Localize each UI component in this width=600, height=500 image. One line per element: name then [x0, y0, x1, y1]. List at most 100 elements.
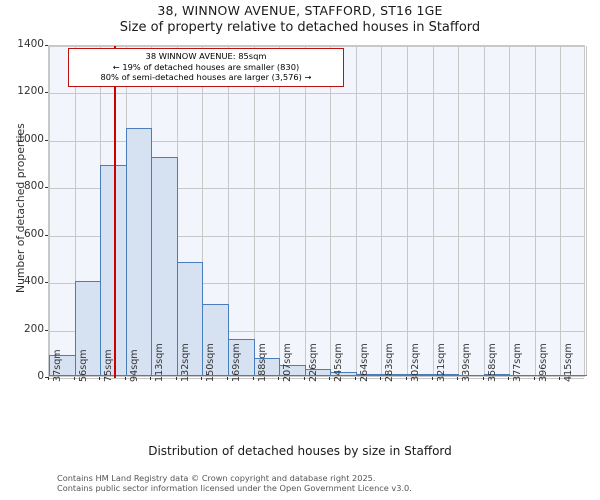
page-title: 38, WINNOW AVENUE, STAFFORD, ST16 1GE — [157, 3, 443, 18]
bar-113sqm — [151, 156, 178, 376]
y-tick-200: 200 — [23, 322, 44, 335]
gridline-v-18 — [509, 46, 510, 376]
gridline-v-17 — [484, 46, 485, 376]
x-tickmark-207sqm — [278, 377, 280, 380]
x-tick-245sqm: 245sqm — [333, 343, 345, 382]
gridline-v-0 — [49, 46, 50, 376]
gridline-v-6 — [202, 46, 203, 376]
x-tick-94sqm: 94sqm — [128, 349, 140, 382]
gridline-v-9 — [279, 46, 280, 376]
gridline-v-1 — [75, 46, 76, 376]
x-tickmark-396sqm — [533, 377, 535, 380]
gridline-h-600 — [49, 235, 584, 237]
footer-line-1: Contains HM Land Registry data © Crown c… — [57, 473, 376, 483]
y-tickmark-200 — [45, 329, 48, 331]
bar-415sqm — [560, 375, 587, 376]
gridline-v-16 — [458, 46, 459, 376]
bar-94sqm — [126, 128, 152, 376]
gridline-v-13 — [381, 46, 382, 376]
x-tick-207sqm: 207sqm — [282, 343, 294, 382]
gridline-v-7 — [228, 46, 229, 376]
x-tickmark-132sqm — [175, 377, 177, 380]
x-tick-377sqm: 377sqm — [512, 343, 524, 382]
x-tickmark-75sqm — [99, 377, 101, 380]
gridline-v-8 — [254, 46, 255, 376]
x-tickmark-150sqm — [201, 377, 203, 380]
gridline-h-1400 — [49, 46, 584, 47]
gridline-v-14 — [407, 46, 408, 376]
y-tick-800: 800 — [23, 180, 44, 193]
x-tickmark-302sqm — [406, 377, 407, 380]
bar-377sqm — [509, 375, 536, 376]
y-tickmark-1000 — [45, 139, 48, 141]
annotation-line-2: ← 19% of detached houses are smaller (83… — [112, 61, 300, 72]
x-tick-396sqm: 396sqm — [537, 343, 549, 382]
annotation-box: 38 WINNOW AVENUE: 85sqm ← 19% of detache… — [68, 48, 344, 87]
y-tick-1000: 1000 — [17, 132, 44, 145]
y-tickmark-1200 — [45, 92, 48, 94]
plot-area — [48, 45, 587, 379]
bar-150sqm — [202, 303, 229, 376]
gridline-h-0 — [49, 378, 584, 379]
bar-169sqm — [228, 338, 255, 376]
gridline-h-400 — [49, 283, 584, 285]
gridline-h-1000 — [49, 140, 584, 142]
x-tick-321sqm: 321sqm — [435, 343, 447, 382]
gridline-v-20 — [560, 46, 561, 376]
x-tickmark-188sqm — [252, 377, 254, 380]
histogram-bars — [49, 46, 587, 376]
x-tick-415sqm: 415sqm — [563, 343, 575, 382]
x-tick-113sqm: 113sqm — [154, 343, 166, 382]
y-tickmark-1400 — [45, 45, 48, 46]
x-tick-75sqm: 75sqm — [103, 349, 115, 382]
x-tickmark-56sqm — [73, 377, 75, 380]
property-marker-line — [113, 46, 116, 378]
y-tick-0: 0 — [37, 370, 44, 382]
gridline-h-800 — [49, 188, 584, 190]
y-tickmark-600 — [45, 234, 48, 236]
y-tick-400: 400 — [23, 275, 44, 288]
x-tick-169sqm: 169sqm — [231, 343, 242, 382]
x-tick-37sqm: 37sqm — [52, 349, 63, 382]
x-tick-132sqm: 132sqm — [179, 343, 191, 382]
y-tickmark-0 — [45, 377, 48, 378]
x-tickmark-358sqm — [482, 377, 484, 380]
x-tick-150sqm: 150sqm — [205, 343, 217, 382]
bar-245sqm — [330, 371, 357, 376]
gridline-v-11 — [330, 46, 331, 376]
y-axis-title: Number of detached properties — [14, 123, 27, 293]
x-tickmark-283sqm — [380, 377, 382, 380]
x-tickmark-94sqm — [124, 377, 126, 380]
gridline-v-15 — [433, 46, 434, 376]
x-tick-339sqm: 339sqm — [461, 343, 473, 382]
x-tick-56sqm: 56sqm — [77, 349, 89, 382]
x-tickmark-226sqm — [303, 377, 305, 380]
gridline-v-19 — [535, 46, 536, 376]
bar-396sqm — [535, 375, 561, 376]
gridline-h-200 — [49, 330, 584, 332]
x-tick-302sqm: 302sqm — [410, 343, 421, 382]
x-tickmark-169sqm — [227, 377, 228, 380]
gridline-v-21 — [586, 46, 587, 376]
x-tickmark-339sqm — [457, 377, 459, 380]
x-tickmark-113sqm — [150, 377, 152, 380]
y-tickmark-400 — [45, 282, 48, 284]
x-axis-title: Distribution of detached houses by size … — [148, 444, 452, 458]
y-tick-1400: 1400 — [17, 38, 44, 50]
gridline-v-12 — [356, 46, 357, 376]
annotation-line-3: 80% of semi-detached houses are larger (… — [100, 72, 312, 83]
footer-line-2: Contains public sector information licen… — [57, 483, 412, 493]
y-tick-600: 600 — [23, 227, 44, 240]
x-tickmark-264sqm — [354, 377, 356, 380]
x-tick-188sqm: 188sqm — [256, 343, 268, 382]
gridline-v-10 — [305, 46, 306, 376]
annotation-line-1: 38 WINNOW AVENUE: 85sqm — [145, 51, 267, 61]
gridline-h-1200 — [49, 93, 584, 95]
x-tickmark-245sqm — [329, 377, 331, 380]
x-tickmark-37sqm — [48, 377, 49, 380]
footer-credits: Contains HM Land Registry data © Crown c… — [57, 473, 412, 493]
x-tickmark-377sqm — [508, 377, 510, 380]
x-tickmark-415sqm — [559, 377, 561, 380]
y-tickmark-800 — [45, 187, 48, 189]
